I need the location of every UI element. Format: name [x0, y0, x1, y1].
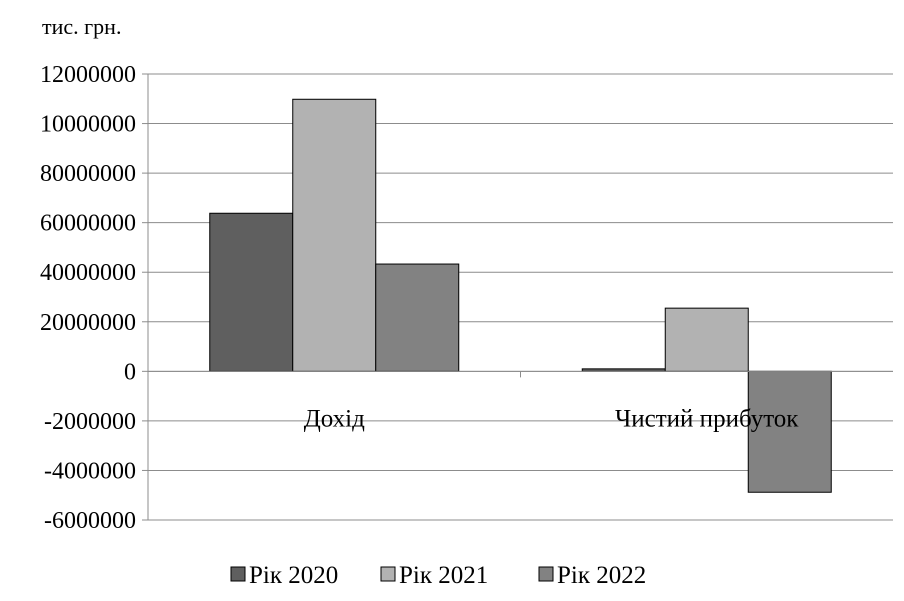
y-tick-label-6: 0: [124, 359, 136, 385]
category-label-1: Чистий прибуток: [615, 405, 799, 432]
category-label-0: Дохід: [304, 405, 365, 432]
legend-swatch-2: [538, 566, 554, 582]
legend-swatch-1: [380, 566, 396, 582]
legend-swatch-0: [230, 566, 246, 582]
category-labels: Дохід Чистий прибуток: [304, 405, 800, 432]
y-tick-label-7: -2000000: [44, 409, 136, 435]
legend-label-1: Рік 2021: [399, 562, 488, 589]
y-tick-label-3: 60000000: [40, 211, 136, 237]
y-tick-label-9: -6000000: [44, 508, 136, 534]
y-tick-label-2: 80000000: [40, 161, 136, 187]
y-tick-label-8: -4000000: [44, 458, 136, 484]
bar-0-0: [209, 212, 294, 372]
bars: [209, 98, 832, 493]
y-axis-ticks: 12000000 10000000 80000000 60000000 40000000…: [40, 62, 136, 534]
y-tick-label-1: 10000000: [40, 112, 136, 138]
bar-1-1: [664, 307, 749, 372]
legend: Рік 2020 Рік 2021 Рік 2022: [230, 562, 646, 589]
legend-label-2: Рік 2022: [557, 562, 646, 589]
legend-label-0: Рік 2020: [249, 562, 338, 589]
bar-0-2: [375, 263, 460, 372]
unit-label: тис. грн.: [42, 14, 122, 39]
y-tick-label-0: 12000000: [40, 62, 136, 88]
bar-1-2: [747, 370, 832, 493]
y-tick-label-4: 40000000: [40, 260, 136, 286]
axes: [147, 74, 893, 520]
y-tick-label-5: 20000000: [40, 310, 136, 336]
bar-0-1: [292, 98, 377, 372]
